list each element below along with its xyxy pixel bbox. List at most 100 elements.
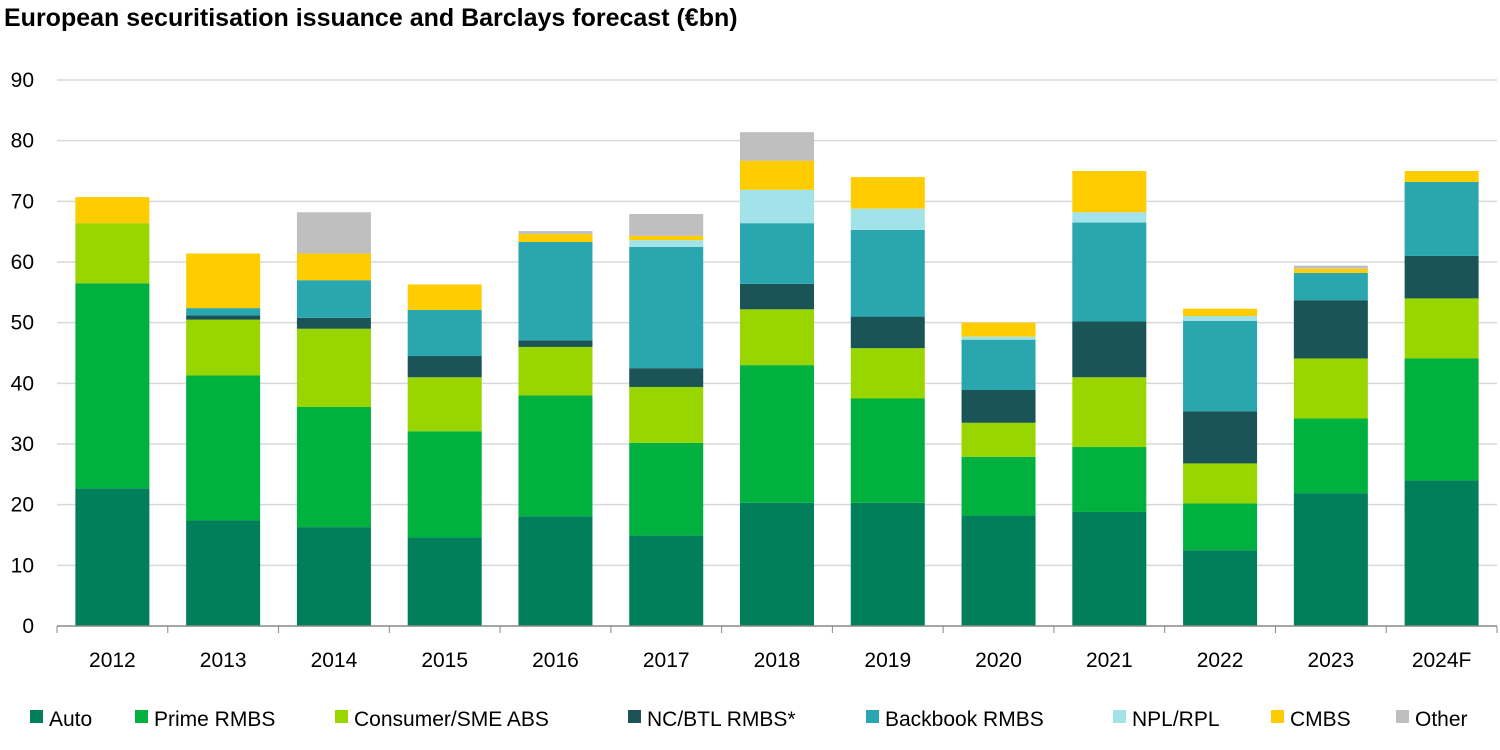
bar-segment-nc-btl-rmbs- bbox=[961, 390, 1036, 423]
bar-segment-backbook-rmbs bbox=[518, 241, 593, 341]
bar-segment-cmbs bbox=[1404, 171, 1479, 182]
y-tick-label: 10 bbox=[11, 554, 34, 577]
bar-segment-cmbs bbox=[629, 235, 704, 241]
y-tick-label: 30 bbox=[11, 433, 34, 456]
bar-segment-other bbox=[518, 231, 593, 235]
legend-swatch bbox=[30, 710, 43, 723]
legend-label: Auto bbox=[49, 708, 92, 731]
bar-segment-cmbs bbox=[740, 160, 814, 190]
x-tick-label: 2016 bbox=[532, 649, 579, 672]
bar-segment-consumer-sme-abs bbox=[961, 422, 1036, 457]
bar-segment-consumer-sme-abs bbox=[186, 319, 261, 376]
bar-segment-consumer-sme-abs bbox=[75, 223, 150, 284]
legend-swatch bbox=[135, 710, 148, 723]
bar-segment-other bbox=[740, 132, 814, 161]
bar-segment-auto bbox=[75, 488, 150, 626]
bar-segment-auto bbox=[961, 515, 1036, 626]
legend-swatch bbox=[1396, 710, 1409, 723]
bar-segment-nc-btl-rmbs- bbox=[1293, 300, 1368, 359]
bar-segment-prime-rmbs bbox=[296, 406, 371, 528]
x-tick-label: 2012 bbox=[89, 649, 136, 672]
y-tick-label: 60 bbox=[11, 251, 34, 274]
bar-segment-consumer-sme-abs bbox=[850, 348, 925, 399]
bar-segment-prime-rmbs bbox=[1404, 358, 1479, 481]
x-tick-label: 2021 bbox=[1086, 649, 1133, 672]
x-tick-label: 2020 bbox=[975, 649, 1022, 672]
legend-label: NPL/RPL bbox=[1132, 708, 1220, 731]
bar-segment-consumer-sme-abs bbox=[1404, 298, 1479, 359]
bar-segment-auto bbox=[1072, 511, 1147, 626]
chart-title: European securitisation issuance and Bar… bbox=[4, 4, 738, 32]
bar-segment-auto bbox=[186, 520, 261, 626]
bar-segment-other bbox=[296, 212, 371, 254]
bar-segment-nc-btl-rmbs- bbox=[1183, 411, 1258, 464]
bar-segment-prime-rmbs bbox=[629, 442, 704, 536]
bar-segment-prime-rmbs bbox=[407, 431, 482, 538]
bar-segment-auto bbox=[740, 502, 814, 626]
bar-segment-cmbs bbox=[850, 177, 925, 209]
x-tick-label: 2022 bbox=[1197, 649, 1244, 672]
y-tick-label: 80 bbox=[11, 130, 34, 153]
bar-segment-cmbs bbox=[1183, 308, 1258, 316]
bar-segment-consumer-sme-abs bbox=[518, 346, 593, 396]
bar-segment-backbook-rmbs bbox=[1072, 222, 1147, 322]
bar-segment-consumer-sme-abs bbox=[296, 328, 371, 407]
bar-segment-cmbs bbox=[407, 284, 482, 310]
bar-segment-nc-btl-rmbs- bbox=[296, 317, 371, 329]
bar-segment-other bbox=[1293, 265, 1368, 269]
x-tick-label: 2023 bbox=[1307, 649, 1354, 672]
bar-segment-npl-rpl bbox=[1072, 212, 1147, 223]
legend-swatch bbox=[628, 710, 641, 723]
x-tick-label: 2024F bbox=[1412, 649, 1472, 672]
bar-segment-backbook-rmbs bbox=[1404, 181, 1479, 256]
bar-segment-npl-rpl bbox=[850, 208, 925, 230]
bar-segment-consumer-sme-abs bbox=[407, 377, 482, 432]
bar-segment-nc-btl-rmbs- bbox=[1404, 255, 1479, 299]
bar-segment-prime-rmbs bbox=[186, 375, 261, 521]
bar-segment-nc-btl-rmbs- bbox=[518, 340, 593, 347]
bar-segment-cmbs bbox=[186, 253, 261, 309]
bar-segment-nc-btl-rmbs- bbox=[629, 368, 704, 387]
bar-segment-nc-btl-rmbs- bbox=[186, 315, 261, 320]
legend-swatch bbox=[866, 710, 879, 723]
y-tick-label: 90 bbox=[11, 69, 34, 92]
y-tick-label: 20 bbox=[11, 494, 34, 517]
bar-segment-consumer-sme-abs bbox=[1072, 377, 1147, 448]
legend-label: NC/BTL RMBS* bbox=[647, 708, 796, 731]
bar-segment-auto bbox=[296, 527, 371, 626]
bar-segment-auto bbox=[1293, 493, 1368, 626]
bar-segment-npl-rpl bbox=[1183, 315, 1258, 321]
bar-segment-auto bbox=[1183, 550, 1258, 626]
y-tick-label: 40 bbox=[11, 372, 34, 395]
bar-segment-prime-rmbs bbox=[850, 398, 925, 503]
bar-segment-cmbs bbox=[1293, 268, 1368, 273]
bar-segment-prime-rmbs bbox=[740, 365, 814, 503]
bar-segment-backbook-rmbs bbox=[850, 229, 925, 317]
bar-segment-prime-rmbs bbox=[1293, 418, 1368, 494]
bar-segment-prime-rmbs bbox=[961, 456, 1036, 516]
bar-segment-backbook-rmbs bbox=[629, 246, 704, 369]
bar-segment-auto bbox=[1404, 480, 1479, 626]
legend-label: Other bbox=[1415, 708, 1468, 731]
bar-segment-auto bbox=[629, 535, 704, 626]
x-tick-label: 2013 bbox=[200, 649, 247, 672]
bar-segment-backbook-rmbs bbox=[186, 308, 261, 316]
bar-segment-backbook-rmbs bbox=[296, 280, 371, 318]
bar-segment-backbook-rmbs bbox=[1293, 272, 1368, 301]
bar-segment-cmbs bbox=[296, 253, 371, 281]
bar-segment-backbook-rmbs bbox=[407, 309, 482, 357]
legend-swatch bbox=[1271, 710, 1284, 723]
bar-segment-auto bbox=[407, 537, 482, 626]
x-tick-label: 2019 bbox=[864, 649, 911, 672]
bar-segment-npl-rpl bbox=[629, 240, 704, 247]
bar-segment-cmbs bbox=[1072, 171, 1147, 213]
x-tick-label: 2018 bbox=[754, 649, 801, 672]
legend-label: Consumer/SME ABS bbox=[354, 708, 549, 731]
bar-segment-backbook-rmbs bbox=[961, 339, 1036, 391]
bar-segment-npl-rpl bbox=[740, 189, 814, 224]
bar-segment-cmbs bbox=[961, 322, 1036, 337]
bar-segment-prime-rmbs bbox=[1072, 447, 1147, 512]
x-tick-label: 2015 bbox=[421, 649, 468, 672]
bar-segment-cmbs bbox=[518, 234, 593, 242]
